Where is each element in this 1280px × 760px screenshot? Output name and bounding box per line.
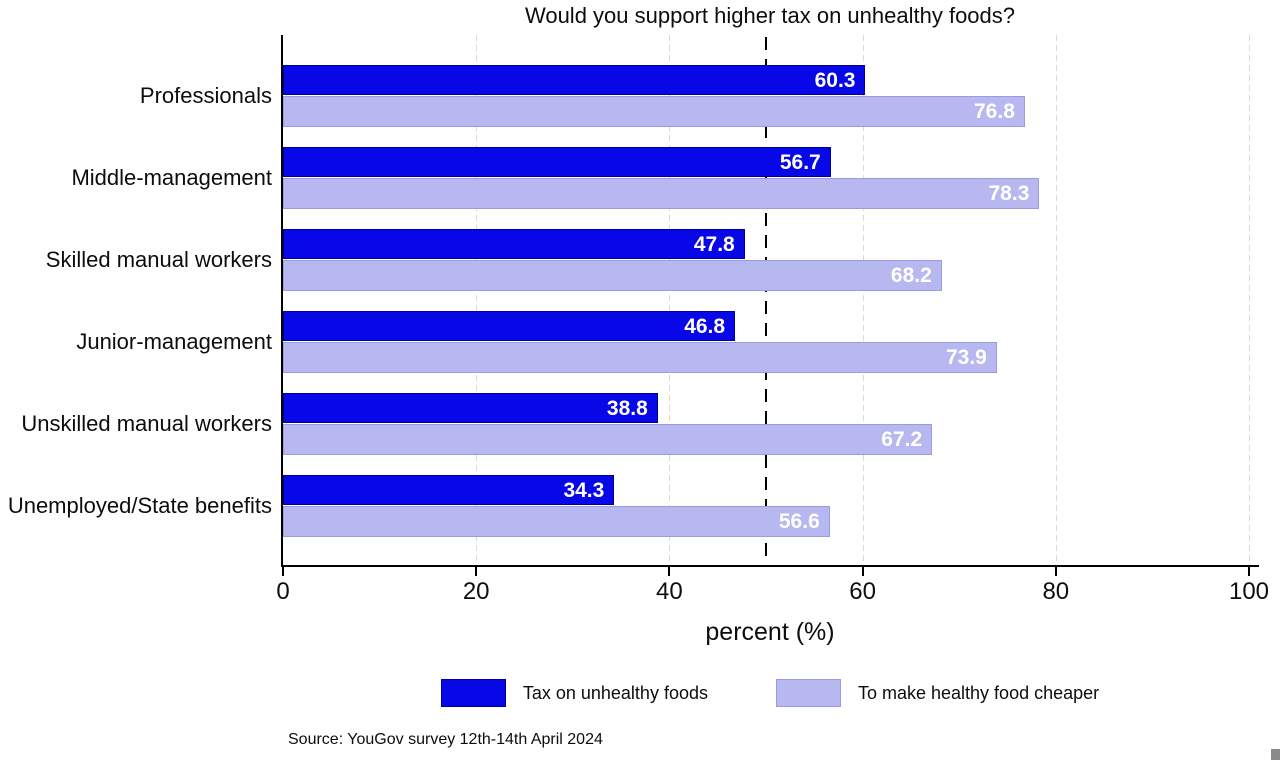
x-tick-label-80: 80 <box>1042 578 1070 605</box>
x-tick-mark-20 <box>475 567 478 576</box>
gridline-100 <box>1249 35 1250 565</box>
gridline-80 <box>1055 35 1057 565</box>
bar-value-label: 68.2 <box>890 264 932 287</box>
x-tick-mark-40 <box>668 567 671 576</box>
bar-cheaper-0: 76.8 <box>283 96 1025 127</box>
bar-tax-0: 60.3 <box>283 65 866 95</box>
bar-value-label: 67.2 <box>881 428 923 451</box>
bar-value-label: 73.9 <box>945 346 987 369</box>
x-tick-mark-80 <box>1054 567 1057 576</box>
bar-value-label: 47.8 <box>693 232 735 256</box>
bar-cheaper-5: 56.6 <box>283 506 830 537</box>
category-label-5: Unemployed/State benefits <box>7 493 272 518</box>
legend-swatch-tax-on-unhealthy-foods <box>440 679 506 707</box>
legend-label: To make healthy food cheaper <box>857 682 1100 703</box>
gridline-60 <box>862 35 864 565</box>
bar-value-label: 56.7 <box>779 150 821 174</box>
legend-item-tax-on-unhealthy-foods: Tax on unhealthy foods <box>440 679 708 707</box>
resize-corner-artifact <box>1271 749 1280 760</box>
bar-value-label: 76.8 <box>974 100 1015 123</box>
category-label-2: Skilled manual workers <box>45 247 272 272</box>
x-tick-mark-100 <box>1248 567 1250 576</box>
chart-title: Would you support higher tax on unhealth… <box>524 3 1016 28</box>
bar-cheaper-1: 78.3 <box>283 178 1040 209</box>
bar-value-label: 56.6 <box>778 510 820 533</box>
x-tick-mark-0 <box>282 567 284 576</box>
category-label-0: Professionals <box>139 83 272 108</box>
bar-value-label: 78.3 <box>988 182 1030 205</box>
bar-tax-1: 56.7 <box>283 147 831 177</box>
bar-value-label: 46.8 <box>684 314 726 338</box>
bar-cheaper-3: 73.9 <box>283 342 997 373</box>
bar-value-label: 34.3 <box>563 478 605 502</box>
gridline-40 <box>669 35 671 565</box>
x-tick-label-60: 60 <box>849 578 876 605</box>
x-tick-label-0: 0 <box>276 578 290 605</box>
legend-swatch-make-healthy-food-cheaper <box>775 679 841 707</box>
x-axis-spine <box>281 565 1259 567</box>
x-tick-label-40: 40 <box>656 578 683 605</box>
reference-line-50 <box>765 37 767 565</box>
category-label-4: Unskilled manual workers <box>21 411 272 436</box>
category-label-1: Middle-management <box>71 165 272 190</box>
x-tick-mark-60 <box>861 567 864 576</box>
legend-label: Tax on unhealthy foods <box>522 682 708 703</box>
bar-cheaper-4: 67.2 <box>283 424 933 455</box>
bar-tax-4: 38.8 <box>283 393 658 423</box>
category-label-3: Junior-management <box>76 329 272 354</box>
bar-tax-2: 47.8 <box>283 229 745 259</box>
bar-value-label: 38.8 <box>606 396 648 420</box>
bar-tax-3: 46.8 <box>283 311 736 341</box>
legend-item-make-healthy-food-cheaper: To make healthy food cheaper <box>775 679 1100 707</box>
y-axis-spine <box>281 35 283 567</box>
x-tick-label-20: 20 <box>462 578 490 605</box>
source-note: Source: YouGov survey 12th-14th April 20… <box>288 731 603 748</box>
x-tick-label-100: 100 <box>1228 578 1270 605</box>
bar-tax-5: 34.3 <box>283 475 615 505</box>
x-axis-title: percent (%) <box>705 618 835 646</box>
plot-area: 60.3 76.8 56.7 78.3 47.8 68.2 46.8 73.9 38.8 67.2… <box>283 35 1257 565</box>
legend: Tax on unhealthy foods To make healthy f… <box>283 678 1257 708</box>
category-axis-labels: Professionals Middle-management Skilled ma… <box>0 35 272 565</box>
gridline-20 <box>476 35 478 565</box>
bar-cheaper-2: 68.2 <box>283 260 942 291</box>
bar-value-label: 60.3 <box>814 68 856 92</box>
